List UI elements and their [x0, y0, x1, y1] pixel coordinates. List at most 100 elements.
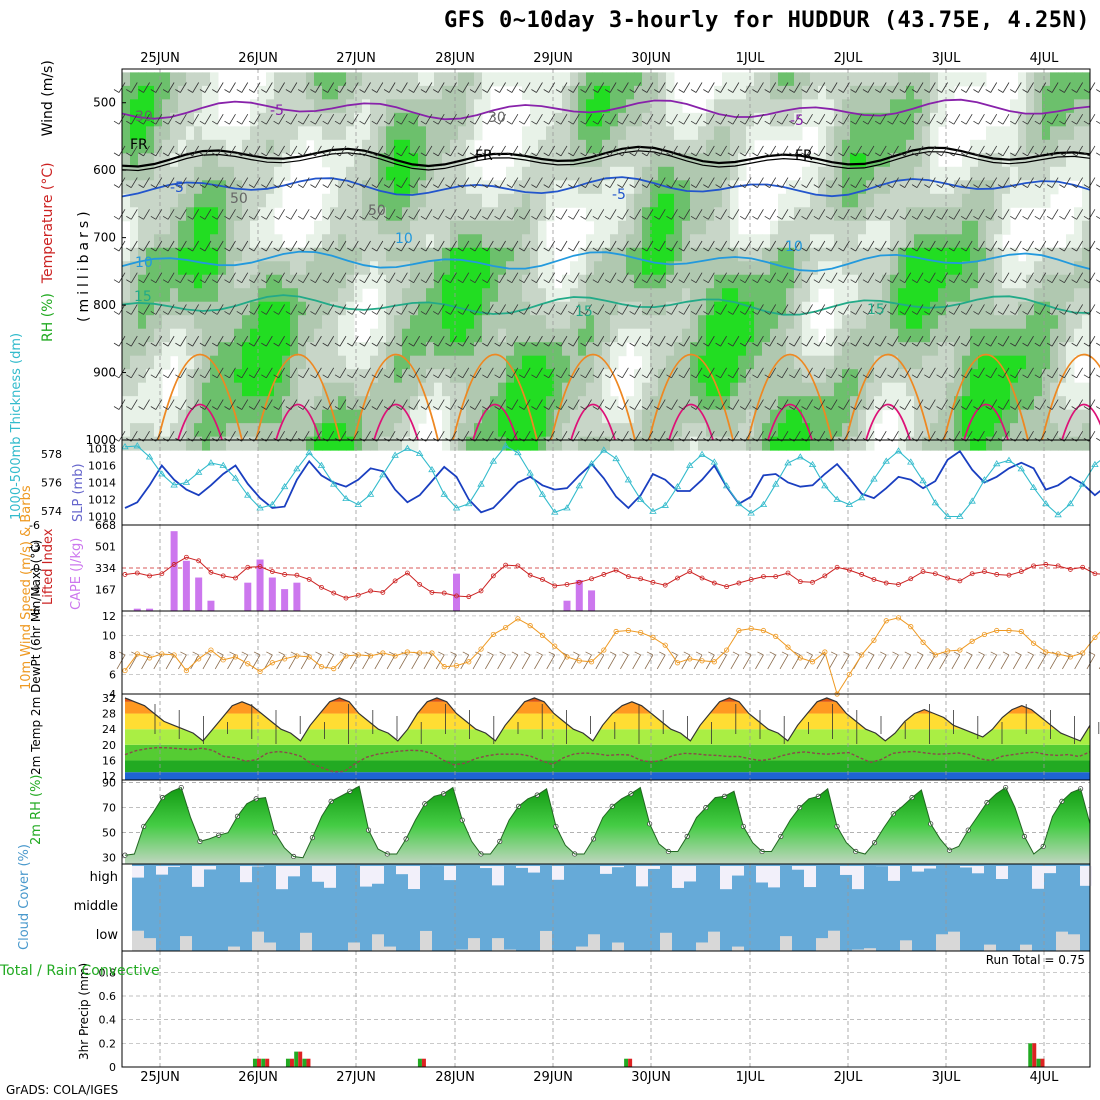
rh-cell [1066, 436, 1075, 451]
rh-cell [442, 153, 451, 168]
rh-cell [698, 315, 707, 330]
rh-cell [738, 409, 747, 424]
rh-cell [178, 234, 187, 249]
rh-cell [426, 207, 435, 222]
rh-cell [914, 301, 923, 316]
rh-cell [618, 85, 627, 100]
rh-cell [218, 247, 227, 262]
rh-cell [1026, 139, 1035, 154]
rh-cell [994, 436, 1003, 451]
rh-cell [1018, 261, 1027, 276]
rh-cell [890, 180, 899, 195]
rh-cell [426, 315, 435, 330]
rh-cell [450, 234, 459, 249]
rh-cell [954, 166, 963, 181]
rh-cell [362, 153, 371, 168]
rh-cell [634, 220, 643, 235]
rh-cell [194, 369, 203, 384]
y-axis-label: SLP (mb) [71, 463, 86, 522]
rh-cell [978, 247, 987, 262]
rh-cell [442, 409, 451, 424]
rh-cell [786, 396, 795, 411]
wind-barb [997, 240, 1010, 252]
wind-barb [555, 177, 568, 188]
rh-cell [858, 355, 867, 370]
rh-cell [986, 315, 995, 330]
wind-barb [1022, 304, 1034, 315]
slp-marker [1029, 483, 1038, 490]
rh-cell [946, 315, 955, 330]
rh-cell [890, 166, 899, 181]
rh-cell [890, 220, 899, 235]
rh-cell [250, 288, 259, 303]
rh-cell [274, 342, 283, 357]
contour-label: 30 [135, 109, 153, 125]
rh-cell [474, 112, 483, 127]
wind-barb [899, 304, 912, 315]
rh-cell [498, 409, 507, 424]
rh-cell [146, 315, 155, 330]
rh-cell [394, 220, 403, 235]
contour-line [648, 353, 734, 441]
rh-cell [810, 382, 819, 397]
rh-cell [922, 85, 931, 100]
wind-barb [838, 113, 850, 125]
wind-barb [150, 209, 163, 220]
rh-cell [842, 72, 851, 87]
rh-cell [330, 355, 339, 370]
rh-cell [634, 342, 643, 357]
rh-cell [778, 409, 787, 424]
rh-cell [194, 436, 203, 451]
y-axis-unit: (millibars) [76, 207, 92, 322]
rh-cell [450, 112, 459, 127]
rh-cell [642, 166, 651, 181]
rh-cell [602, 126, 611, 141]
rh-cell [618, 72, 627, 87]
rh-cell [890, 261, 899, 276]
rh-cell [122, 72, 131, 87]
rh-cell [202, 436, 211, 451]
rh-cell [858, 207, 867, 222]
wind-barb [482, 335, 494, 347]
rh-cell [674, 153, 683, 168]
rh-cell [762, 328, 771, 343]
rh-cell [1010, 301, 1019, 316]
wind-barb [1059, 272, 1071, 284]
rh-cell [778, 301, 787, 316]
rh-cell [458, 139, 467, 154]
wind-barb [825, 177, 838, 188]
rh-cell [178, 112, 187, 127]
wind-barb [1059, 335, 1071, 347]
wind-barb [261, 177, 273, 188]
wind-barb [1096, 279, 1100, 283]
rh-cell [1034, 288, 1043, 303]
rh-cell [130, 436, 139, 451]
rh-cell [858, 99, 867, 114]
rh-cell [610, 423, 619, 438]
contour-line [767, 403, 813, 441]
rh-cell [1018, 72, 1027, 87]
rh-cell [634, 261, 643, 276]
rh-cell [250, 409, 259, 424]
wind-barb [1034, 177, 1047, 188]
rh-cell [986, 234, 995, 249]
rh-cell [706, 342, 715, 357]
rh-cell [178, 207, 187, 222]
rh-cell [250, 139, 259, 154]
rh-cell [386, 342, 395, 357]
rh-cell [818, 220, 827, 235]
wind-barb [985, 304, 998, 315]
cloud-low-cell [456, 949, 468, 951]
wind-barb [199, 272, 212, 284]
rh-cell [514, 207, 523, 222]
rh-cell [650, 342, 659, 357]
rh-cell [466, 369, 475, 384]
slp-marker [342, 494, 350, 502]
rh-cell [786, 72, 795, 87]
rh-cell [850, 261, 859, 276]
rh-cell [634, 328, 643, 343]
rh-cell [362, 247, 371, 262]
li-marker [540, 577, 545, 582]
rh-cell [226, 220, 235, 235]
rh-cell [338, 369, 347, 384]
